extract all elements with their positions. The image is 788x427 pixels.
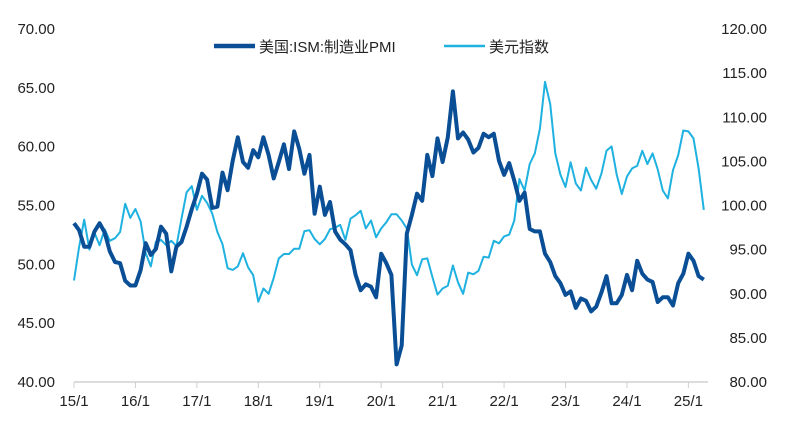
right-tick-label: 85.00 (729, 330, 767, 347)
legend: 美国:ISM:制造业PMI 美元指数 (214, 39, 549, 56)
x-tick-label: 23/1 (551, 393, 580, 410)
series-line-pmi (72, 89, 705, 367)
x-tick-label: 19/1 (305, 393, 334, 410)
right-tick-label: 120.00 (721, 21, 767, 38)
left-tick-label: 60.00 (17, 139, 55, 156)
series-line-dollar-index (73, 80, 705, 303)
x-tick-label: 17/1 (182, 393, 211, 410)
left-tick-label: 65.00 (17, 80, 55, 97)
right-tick-label: 110.00 (722, 109, 767, 126)
left-tick-label: 50.00 (17, 256, 55, 273)
x-tick-label: 24/1 (612, 393, 641, 410)
x-axis: 15/1 16/1 17/1 18/1 19/1 20/1 21/1 22/1 23/1 24/1… (59, 382, 703, 410)
legend-label-pmi: 美国:ISM:制造业PMI (259, 39, 396, 56)
x-tick-label: 25/1 (674, 393, 703, 410)
x-tick-label: 18/1 (244, 393, 273, 410)
left-tick-label: 45.00 (17, 315, 55, 332)
x-tick-label: 20/1 (367, 393, 396, 410)
right-tick-label: 105.00 (721, 153, 767, 170)
left-tick-label: 70.00 (17, 21, 55, 38)
x-tick-label: 16/1 (121, 393, 150, 410)
right-axis: 80.00 85.00 90.00 95.00 100.00 105.00 110.00 11… (721, 21, 767, 391)
x-tick-label: 15/1 (59, 393, 88, 410)
legend-label-dxy: 美元指数 (489, 39, 549, 56)
right-tick-label: 80.00 (729, 374, 767, 391)
right-tick-label: 95.00 (729, 242, 767, 259)
left-tick-label: 55.00 (17, 198, 55, 215)
left-axis: 40.00 45.00 50.00 55.00 60.00 65.00 70.00 (17, 21, 55, 391)
right-tick-label: 100.00 (721, 198, 767, 215)
x-tick-label: 22/1 (489, 393, 518, 410)
left-tick-label: 40.00 (17, 374, 55, 391)
right-tick-label: 115.00 (722, 65, 767, 82)
right-tick-label: 90.00 (729, 286, 767, 303)
x-tick-label: 21/1 (428, 393, 457, 410)
